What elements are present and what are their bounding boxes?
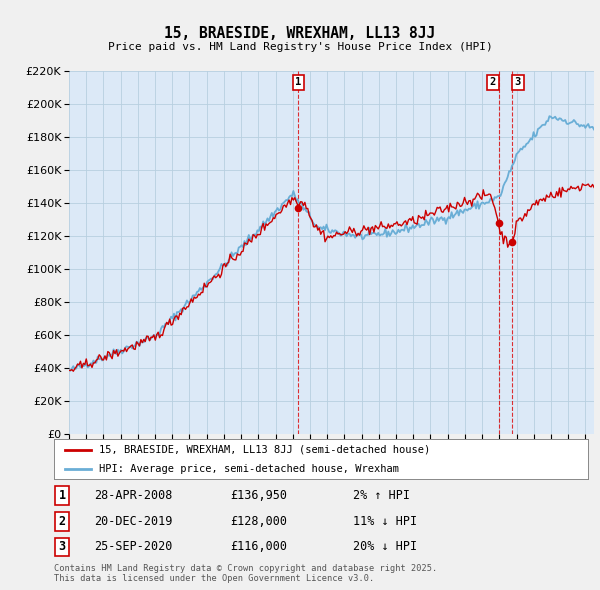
Text: 2: 2 [490, 77, 496, 87]
Text: £136,950: £136,950 [230, 489, 287, 502]
Text: 15, BRAESIDE, WREXHAM, LL13 8JJ (semi-detached house): 15, BRAESIDE, WREXHAM, LL13 8JJ (semi-de… [100, 445, 431, 455]
Text: 11% ↓ HPI: 11% ↓ HPI [353, 515, 417, 528]
Text: 3: 3 [58, 540, 65, 553]
Text: Contains HM Land Registry data © Crown copyright and database right 2025.
This d: Contains HM Land Registry data © Crown c… [54, 564, 437, 584]
Text: 28-APR-2008: 28-APR-2008 [94, 489, 172, 502]
Text: HPI: Average price, semi-detached house, Wrexham: HPI: Average price, semi-detached house,… [100, 464, 400, 474]
Text: 2% ↑ HPI: 2% ↑ HPI [353, 489, 410, 502]
Text: Price paid vs. HM Land Registry's House Price Index (HPI): Price paid vs. HM Land Registry's House … [107, 42, 493, 51]
Text: 2: 2 [58, 515, 65, 528]
Text: 20-DEC-2019: 20-DEC-2019 [94, 515, 172, 528]
Text: £116,000: £116,000 [230, 540, 287, 553]
Text: 15, BRAESIDE, WREXHAM, LL13 8JJ: 15, BRAESIDE, WREXHAM, LL13 8JJ [164, 25, 436, 41]
Text: 20% ↓ HPI: 20% ↓ HPI [353, 540, 417, 553]
Text: 3: 3 [515, 77, 521, 87]
Text: £128,000: £128,000 [230, 515, 287, 528]
Text: 25-SEP-2020: 25-SEP-2020 [94, 540, 172, 553]
Text: 1: 1 [58, 489, 65, 502]
Text: 1: 1 [295, 77, 302, 87]
